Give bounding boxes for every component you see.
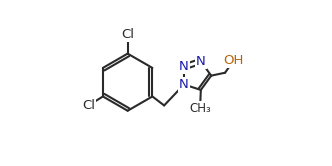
Text: Cl: Cl <box>121 28 134 41</box>
Text: Cl: Cl <box>82 99 95 112</box>
Text: CH₃: CH₃ <box>189 102 211 115</box>
Text: OH: OH <box>223 54 244 67</box>
Text: N: N <box>179 60 189 73</box>
Text: N: N <box>179 78 189 91</box>
Text: N: N <box>196 55 206 68</box>
